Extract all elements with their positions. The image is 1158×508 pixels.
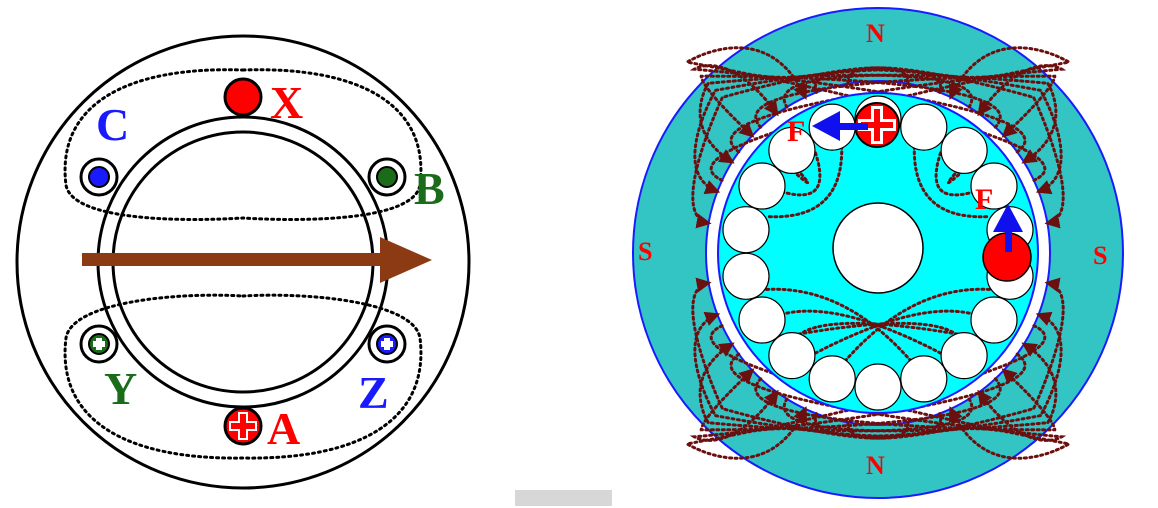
stator-field-line (709, 324, 1073, 460)
pole-label-bottom: N (866, 451, 885, 480)
terminal-a-conductor (223, 406, 263, 446)
terminal-y-conductor (79, 324, 119, 364)
coil-loop-upper (63, 68, 423, 221)
rotor-field-line (776, 151, 822, 197)
rotor-slot (768, 332, 816, 380)
rotor-field-line (764, 139, 844, 219)
horizontal-scrollbar-thumb[interactable] (515, 490, 612, 506)
rotor-slot (854, 363, 902, 411)
field-lines (683, 46, 1073, 460)
rotor-field-line (840, 287, 992, 367)
terminal-label-x: X (270, 77, 303, 128)
force-label-right: F (975, 183, 993, 216)
stator-schematic: X A C B Y Z (15, 34, 471, 490)
rotor-field-line (776, 309, 942, 355)
pole-label-right: S (1093, 241, 1107, 270)
force-arrow-right (993, 204, 1023, 252)
terminal-z-conductor (367, 324, 407, 364)
stator-field-line (683, 324, 1047, 460)
terminal-label-z: Z (358, 367, 389, 418)
rotor-slot (738, 162, 786, 210)
rotor-slot (970, 296, 1018, 344)
rotor-field-line (791, 321, 962, 340)
rotor-slot (940, 126, 988, 174)
terminal-c-conductor (79, 157, 119, 197)
rotor-field-lines (764, 139, 992, 367)
rotor-slot (970, 162, 1018, 210)
pole-label-left: S (638, 237, 652, 266)
field-diagram: F F N N S S (632, 7, 1124, 499)
rotor-slot (900, 355, 948, 403)
rotor-slot (808, 355, 856, 403)
rotor-field-line (912, 139, 992, 219)
field-direction-arrow (82, 237, 432, 283)
force-label-top: F (787, 115, 805, 148)
rotor-field-line (814, 309, 980, 355)
terminal-label-a: A (267, 403, 300, 454)
rotor-slot (722, 252, 770, 300)
pole-label-top: N (866, 19, 885, 48)
rotor-slot (940, 332, 988, 380)
stator-field-line (782, 73, 1058, 164)
rotor-field-line (764, 287, 916, 367)
terminal-label-c: C (96, 99, 129, 150)
force-arrow-top (812, 111, 868, 141)
rotor-field-line (934, 151, 980, 197)
stator-field-line (683, 46, 1047, 182)
coil-loop-lower (63, 293, 423, 460)
stator-field-line (846, 66, 1065, 229)
rotor-slots (722, 95, 1034, 411)
stator-field-line (846, 277, 1065, 440)
terminal-b-conductor (367, 157, 407, 197)
stator-field-line (782, 342, 1058, 433)
stator-field-line (709, 46, 1073, 182)
terminal-x-conductor (223, 77, 263, 117)
terminal-label-b: B (414, 163, 445, 214)
terminal-label-y: Y (104, 363, 137, 414)
stator-field-line (814, 68, 1063, 195)
rotor-slot (768, 126, 816, 174)
rotor-shaft (832, 202, 924, 294)
rotor-slot (738, 296, 786, 344)
rotor-slot (900, 103, 948, 151)
stator-field-line (814, 311, 1063, 438)
rotor-slot (722, 206, 770, 254)
